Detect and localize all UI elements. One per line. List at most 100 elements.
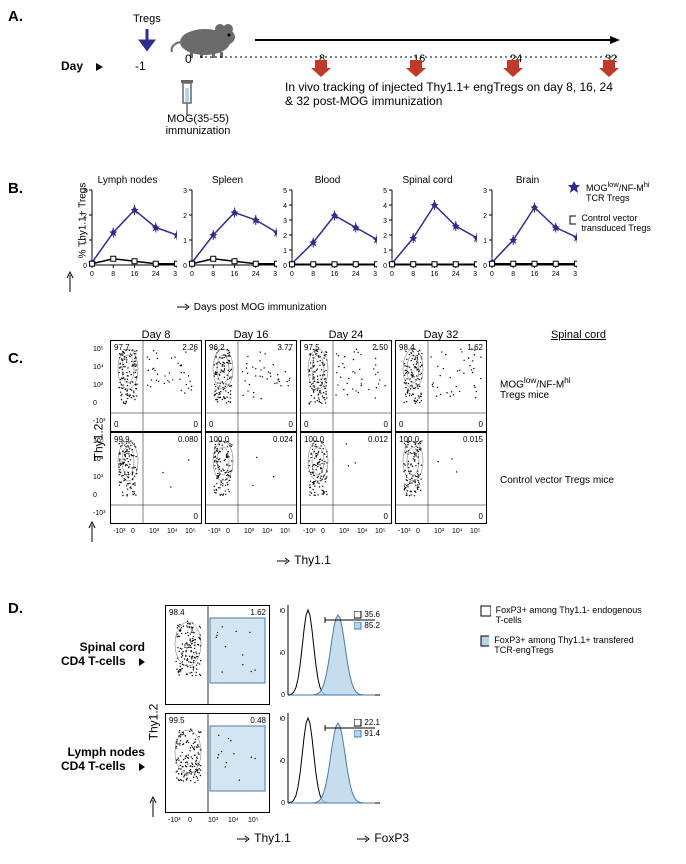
svg-text:3: 3 [283,218,287,225]
legend-d-2: FoxP3+ among Thy1.1+ transfered TCR-engT… [480,635,650,655]
svg-text:1: 1 [383,248,387,255]
flow-plot: 100.0 0.015 0 -10³010³10⁴10⁵ [395,432,487,524]
panel-d-x1: Thy1.1 [235,831,291,845]
svg-text:16: 16 [131,271,139,278]
svg-text:50: 50 [280,758,285,765]
panel-b: % Thy1.1+ Tregs Lymph nodes 012308162432… [25,175,665,305]
svg-text:8: 8 [311,271,315,278]
svg-text:32: 32 [273,271,277,278]
legend-d-1-text: FoxP3+ among Thy1.1- endogenous T-cells [496,605,650,625]
svg-text:0: 0 [483,263,487,270]
d-histogram: 050100 22.1 91.4 [280,713,385,813]
svg-text:0: 0 [390,271,394,278]
day-minus1: -1 [135,59,146,73]
svg-text:0: 0 [383,263,387,270]
svg-text:1: 1 [183,238,187,245]
day-header: Day 16 [206,329,296,341]
svg-text:3: 3 [383,218,387,225]
d-histogram: 050100 35.6 85.2 [280,605,385,705]
chart-title: Lymph nodes [80,175,175,186]
svg-text:5: 5 [283,188,287,195]
d-row-label: Spinal cordCD4 T-cells [20,640,150,668]
flow-plot: 100.0 0.012 0 -10³010³10⁴10⁵ [300,432,392,524]
tregs-arrow-icon [137,27,157,58]
svg-text:0: 0 [490,271,494,278]
d-flow-plot: 98.4 1.62 [165,605,270,705]
chart-title: Blood [280,175,375,186]
chart-2: Blood 01234508162432 [280,175,375,275]
legend-d: FoxP3+ among Thy1.1- endogenous T-cells … [480,605,650,665]
svg-text:32: 32 [473,271,477,278]
svg-text:0: 0 [281,800,285,807]
panel-d: Thy1.2 Spinal cordCD4 T-cells 98.4 1.62 … [25,595,665,845]
day-header: Day 32 [396,329,486,341]
chart-0: Lymph nodes 012308162432 [80,175,175,275]
svg-text:24: 24 [352,271,360,278]
panel-c-x-text: Thy1.1 [294,553,331,567]
chart-group: Lymph nodes 0 1 2 3 0 8 16 24 32 Spleen 0 1 2 3 0 8 16… [80,175,575,275]
panel-a: Tregs Day -1 0 8 16 24 32 [25,5,665,155]
day-text: Day [61,59,83,73]
svg-text:24: 24 [452,271,460,278]
panel-d-label: D. [8,600,23,617]
svg-text:24: 24 [152,271,160,278]
flow-plot: 100.0 0.024 0 -10³010³10⁴10⁵ [205,432,297,524]
svg-text:0: 0 [183,263,187,270]
panel-d-y-label: Thy1.2 [146,704,160,741]
c-y-arrow-icon [87,520,97,545]
day-header: Day 24 [301,329,391,341]
mog-label: MOG(35-55)immunization [153,113,243,137]
svg-text:16: 16 [531,271,539,278]
svg-text:0: 0 [83,263,87,270]
chart-title: Brain [480,175,575,186]
svg-text:8: 8 [211,271,215,278]
flow-row: 99.9 0.080 0 10⁵10⁴10³0-10³-10³010³10⁴10… [110,432,487,524]
svg-text:8: 8 [111,271,115,278]
svg-text:3: 3 [83,188,87,195]
svg-text:8: 8 [511,271,515,278]
d-row: Spinal cordCD4 T-cells 98.4 1.62 050100 … [165,605,385,705]
svg-text:2: 2 [383,233,387,240]
y-arrow-icon [65,270,75,295]
d-row-label: Lymph nodesCD4 T-cells [20,745,150,773]
row1-label: MOGlow/NF-MhiTregs mice [500,375,620,401]
chart-title: Spleen [180,175,275,186]
flow-plot: Day 8 97.7 2.26 0 0 10⁵10⁴10³0-10³ [110,340,202,432]
flow-row: Day 8 97.7 2.26 0 0 10⁵10⁴10³0-10³ Day 1… [110,340,487,432]
d-x2-text: FoxP3 [374,831,409,845]
legend-b: MOGlow/NF-MhiTCR Tregs Control vector tr… [567,180,667,243]
d-flow-plot: 99.5 0.48 -10³010³10⁴10⁵ [165,713,270,813]
flow-plot: Day 32Spinal cord 98.4 1.62 0 0 [395,340,487,432]
svg-text:0: 0 [283,263,287,270]
flow-plot: Day 16 96.2 3.77 0 0 [205,340,297,432]
tregs-label: Tregs [133,13,161,25]
svg-text:3: 3 [483,188,487,195]
chart-title: Spinal cord [380,175,475,186]
svg-text:0: 0 [281,692,285,699]
day-header: Day 8 [111,329,201,341]
svg-text:5: 5 [383,188,387,195]
svg-text:2: 2 [483,213,487,220]
legend-2-text: Control vector transduced Tregs [581,213,667,233]
panel-d-x2: FoxP3 [355,831,409,845]
legend-d-2-text: FoxP3+ among Thy1.1+ transfered TCR-engT… [494,635,650,655]
svg-text:0: 0 [90,271,94,278]
d-y-arrow-icon [148,795,158,820]
row2-label: Control vector Tregs mice [500,475,620,486]
svg-text:32: 32 [173,271,177,278]
svg-text:8: 8 [411,271,415,278]
chart-4: Brain 012308162432 [480,175,575,275]
svg-text:4: 4 [383,203,387,210]
flow-plot: 99.9 0.080 0 10⁵10⁴10³0-10³-10³010³10⁴10… [110,432,202,524]
x-axis-text: Days post MOG immunization [194,302,327,313]
d-row: Lymph nodesCD4 T-cells 99.5 0.48 -10³010… [165,713,385,813]
svg-text:100: 100 [280,716,285,723]
spinal-header: Spinal cord [551,329,606,341]
legend-d-1: FoxP3+ among Thy1.1- endogenous T-cells [480,605,650,625]
svg-text:24: 24 [552,271,560,278]
svg-text:3: 3 [183,188,187,195]
panel-c: Thy1.2 Day 8 97.7 2.26 0 0 10⁵10⁴10³0-10… [25,335,665,565]
panel-b-label: B. [8,180,23,197]
flow-grid: Day 8 97.7 2.26 0 0 10⁵10⁴10³0-10³ Day 1… [110,340,487,524]
panel-d-content: Spinal cordCD4 T-cells 98.4 1.62 050100 … [165,605,385,821]
